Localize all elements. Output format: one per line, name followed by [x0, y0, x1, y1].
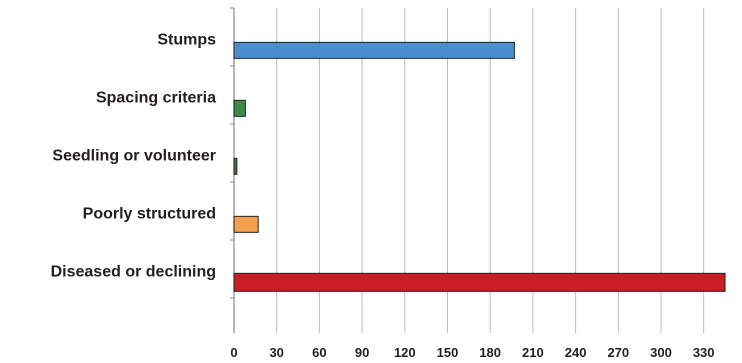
- category-label-2: Seedling or volunteer: [52, 147, 216, 164]
- tick-label-60: 60: [312, 345, 326, 360]
- category-label-3: Poorly structured: [83, 205, 216, 222]
- bar-poorly-structured: [233, 215, 259, 233]
- bar-seedling-or-volunteer: [233, 157, 238, 175]
- bar-spacing-criteria: [233, 99, 246, 117]
- category-label-1: Spacing criteria: [96, 89, 216, 106]
- bar-stumps: [233, 41, 515, 59]
- category-labels: Stumps Spacing criteria Seedling or volunt…: [51, 31, 216, 280]
- tick-label-300: 300: [650, 345, 672, 360]
- category-label-4: Diseased or declining: [51, 263, 216, 280]
- category-axis: [230, 7, 235, 333]
- tick-label-330: 330: [693, 345, 715, 360]
- tick-labels: 0 30 60 90 120 150 180 210 240 270 300 330: [230, 345, 714, 360]
- bar-diseased-or-declining: [233, 272, 726, 292]
- tick-label-270: 270: [607, 345, 629, 360]
- tick-label-120: 120: [394, 345, 416, 360]
- tick-label-180: 180: [479, 345, 501, 360]
- tick-label-30: 30: [269, 345, 283, 360]
- tick-label-0: 0: [230, 345, 237, 360]
- category-label-0: Stumps: [157, 31, 216, 48]
- tick-label-90: 90: [355, 345, 369, 360]
- tick-label-210: 210: [522, 345, 544, 360]
- tick-label-240: 240: [565, 345, 587, 360]
- tick-label-150: 150: [437, 345, 459, 360]
- bars: [233, 41, 726, 292]
